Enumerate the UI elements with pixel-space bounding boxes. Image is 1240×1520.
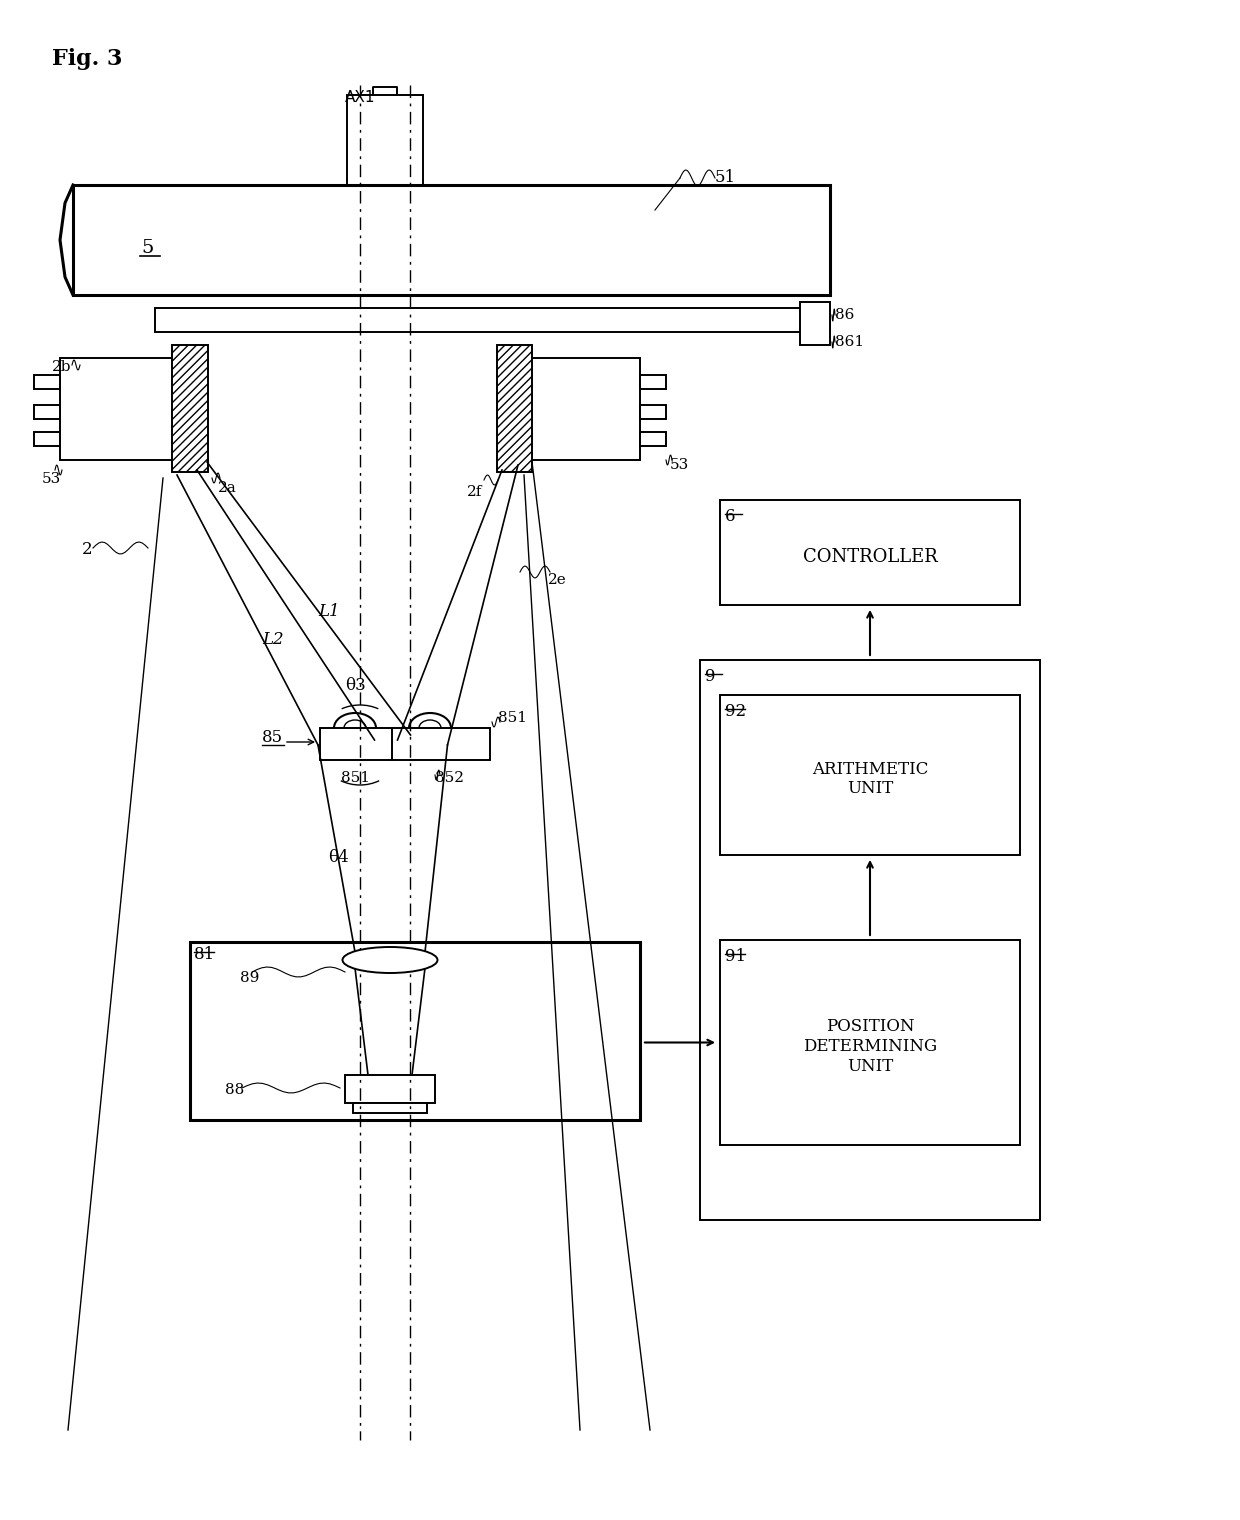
Bar bbox=[172, 345, 208, 473]
Text: 2: 2 bbox=[82, 541, 93, 558]
Bar bbox=[720, 939, 1021, 1145]
Text: 91: 91 bbox=[725, 948, 746, 965]
Text: L1: L1 bbox=[317, 603, 340, 620]
Text: θ4: θ4 bbox=[329, 850, 348, 866]
Text: 9: 9 bbox=[706, 667, 715, 686]
Text: 2b: 2b bbox=[52, 360, 72, 374]
Bar bbox=[497, 345, 532, 473]
Text: 2a: 2a bbox=[218, 480, 237, 496]
Text: 85: 85 bbox=[262, 730, 283, 746]
Text: AX1: AX1 bbox=[345, 90, 376, 105]
Text: 53: 53 bbox=[670, 458, 689, 473]
Bar bbox=[155, 309, 830, 331]
Bar bbox=[347, 94, 423, 185]
Text: ARITHMETIC
UNIT: ARITHMETIC UNIT bbox=[812, 760, 929, 798]
Bar bbox=[60, 359, 175, 461]
Bar bbox=[800, 302, 830, 345]
Text: 861: 861 bbox=[835, 334, 864, 350]
Bar bbox=[73, 185, 830, 295]
Text: 2f: 2f bbox=[466, 485, 482, 499]
Text: 86: 86 bbox=[835, 309, 854, 322]
Text: L2: L2 bbox=[262, 631, 284, 649]
Bar bbox=[720, 695, 1021, 854]
Text: 851: 851 bbox=[341, 771, 370, 784]
Bar bbox=[33, 432, 60, 445]
Text: 81: 81 bbox=[193, 945, 216, 964]
Text: 53: 53 bbox=[42, 473, 61, 486]
Text: θ3: θ3 bbox=[345, 676, 366, 693]
Text: CONTROLLER: CONTROLLER bbox=[802, 547, 937, 565]
Bar bbox=[640, 375, 666, 389]
Text: POSITION
DETERMINING
UNIT: POSITION DETERMINING UNIT bbox=[804, 1018, 937, 1075]
Bar bbox=[33, 404, 60, 420]
Text: 6: 6 bbox=[725, 508, 735, 524]
Bar bbox=[529, 359, 640, 461]
Text: 88: 88 bbox=[224, 1082, 244, 1097]
Bar bbox=[720, 500, 1021, 605]
Text: 852: 852 bbox=[435, 771, 464, 784]
Text: 89: 89 bbox=[241, 971, 259, 985]
Bar bbox=[640, 432, 666, 445]
Bar bbox=[190, 942, 640, 1120]
Bar bbox=[701, 660, 1040, 1221]
Text: 2e: 2e bbox=[548, 573, 567, 587]
Text: 851: 851 bbox=[498, 711, 527, 725]
Bar bbox=[33, 375, 60, 389]
Bar bbox=[640, 404, 666, 420]
Text: 5: 5 bbox=[141, 239, 154, 257]
Ellipse shape bbox=[342, 947, 438, 973]
Text: 51: 51 bbox=[715, 170, 737, 187]
Bar bbox=[353, 1104, 427, 1113]
Bar bbox=[345, 1075, 435, 1104]
Bar bbox=[320, 728, 490, 760]
Text: 92: 92 bbox=[725, 702, 746, 720]
Text: Fig. 3: Fig. 3 bbox=[52, 49, 123, 70]
